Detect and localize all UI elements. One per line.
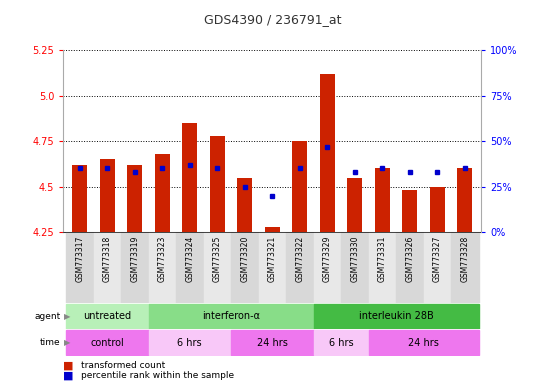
FancyBboxPatch shape (66, 330, 148, 355)
FancyBboxPatch shape (286, 232, 313, 303)
Text: GSM773329: GSM773329 (323, 236, 332, 282)
Text: 24 hrs: 24 hrs (408, 338, 439, 348)
Text: GSM773321: GSM773321 (268, 236, 277, 282)
FancyBboxPatch shape (66, 232, 94, 303)
Bar (155, 154, 170, 232)
Text: percentile rank within the sample: percentile rank within the sample (81, 371, 234, 380)
Text: ▶: ▶ (64, 312, 71, 321)
Text: interleukin 28B: interleukin 28B (359, 311, 433, 321)
FancyBboxPatch shape (148, 304, 314, 329)
Text: GSM773328: GSM773328 (460, 236, 469, 282)
Text: 24 hrs: 24 hrs (257, 338, 288, 348)
FancyBboxPatch shape (341, 232, 368, 303)
Text: GSM773324: GSM773324 (185, 236, 194, 282)
Text: GSM773323: GSM773323 (158, 236, 167, 282)
Text: GSM773317: GSM773317 (75, 236, 84, 282)
Text: GSM773325: GSM773325 (213, 236, 222, 282)
FancyBboxPatch shape (148, 232, 176, 303)
Bar (265, 227, 280, 232)
Text: GSM773326: GSM773326 (405, 236, 414, 282)
Text: time: time (40, 338, 60, 347)
Bar (292, 141, 307, 232)
FancyBboxPatch shape (94, 232, 121, 303)
Text: 6 hrs: 6 hrs (329, 338, 353, 348)
Bar (210, 136, 225, 232)
Bar (347, 178, 362, 232)
FancyBboxPatch shape (148, 330, 231, 355)
FancyBboxPatch shape (368, 330, 478, 355)
FancyBboxPatch shape (451, 232, 478, 303)
FancyBboxPatch shape (368, 232, 396, 303)
Bar (72, 165, 87, 232)
FancyBboxPatch shape (176, 232, 204, 303)
Text: ■: ■ (63, 371, 74, 381)
Text: 6 hrs: 6 hrs (178, 338, 202, 348)
Text: GSM773319: GSM773319 (130, 236, 139, 282)
Text: GSM773327: GSM773327 (433, 236, 442, 282)
Text: GSM773331: GSM773331 (378, 236, 387, 282)
FancyBboxPatch shape (258, 232, 286, 303)
Bar (237, 178, 252, 232)
FancyBboxPatch shape (121, 232, 148, 303)
FancyBboxPatch shape (231, 232, 258, 303)
FancyBboxPatch shape (424, 232, 451, 303)
Text: GDS4390 / 236791_at: GDS4390 / 236791_at (204, 13, 341, 26)
Bar (182, 123, 197, 232)
FancyBboxPatch shape (66, 304, 148, 329)
Text: control: control (90, 338, 124, 348)
FancyBboxPatch shape (396, 232, 424, 303)
Bar (100, 159, 115, 232)
Bar (402, 190, 417, 232)
Bar (430, 187, 445, 232)
Text: ■: ■ (63, 361, 74, 371)
FancyBboxPatch shape (314, 304, 478, 329)
Text: GSM773320: GSM773320 (240, 236, 249, 282)
FancyBboxPatch shape (314, 232, 341, 303)
Text: transformed count: transformed count (81, 361, 166, 371)
Bar (375, 169, 390, 232)
FancyBboxPatch shape (231, 330, 314, 355)
Text: GSM773330: GSM773330 (350, 236, 359, 282)
Text: untreated: untreated (83, 311, 131, 321)
Text: ▶: ▶ (64, 338, 71, 347)
Text: GSM773318: GSM773318 (103, 236, 112, 282)
Text: agent: agent (34, 312, 60, 321)
Bar (127, 165, 142, 232)
FancyBboxPatch shape (314, 330, 369, 355)
Text: GSM773322: GSM773322 (295, 236, 304, 282)
FancyBboxPatch shape (204, 232, 231, 303)
Text: interferon-α: interferon-α (202, 311, 260, 321)
Bar (320, 74, 335, 232)
Bar (457, 169, 472, 232)
